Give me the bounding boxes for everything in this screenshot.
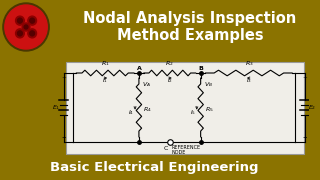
Circle shape <box>24 25 28 29</box>
Circle shape <box>18 18 22 23</box>
Text: $E_1$: $E_1$ <box>52 103 61 112</box>
Circle shape <box>5 5 47 49</box>
Circle shape <box>16 16 24 25</box>
Text: $V_B$: $V_B$ <box>204 81 212 89</box>
Text: $R_4$: $R_4$ <box>143 105 152 114</box>
Text: Nodal Analysis Inspection: Nodal Analysis Inspection <box>84 10 297 26</box>
Text: +: + <box>302 75 307 80</box>
Text: NODE: NODE <box>172 150 186 155</box>
Circle shape <box>3 3 49 51</box>
Text: $R_3$: $R_3$ <box>244 59 253 68</box>
Circle shape <box>28 16 36 25</box>
Text: C: C <box>164 146 168 151</box>
Text: Basic Electrical Engineering: Basic Electrical Engineering <box>50 161 259 174</box>
Circle shape <box>18 31 22 36</box>
FancyBboxPatch shape <box>66 62 304 154</box>
Text: $I_1$: $I_1$ <box>102 76 108 86</box>
Circle shape <box>30 18 35 23</box>
Text: −: − <box>61 134 66 140</box>
Text: Method Examples: Method Examples <box>117 28 263 42</box>
Text: $R_5$: $R_5$ <box>204 105 213 114</box>
Text: B: B <box>198 66 203 71</box>
Text: −: − <box>302 134 307 140</box>
Text: +: + <box>61 75 66 80</box>
Circle shape <box>30 31 35 36</box>
Text: $I_5$: $I_5$ <box>190 108 196 117</box>
Text: $I_4$: $I_4$ <box>128 108 134 117</box>
Text: A: A <box>136 66 141 71</box>
Text: $R_2$: $R_2$ <box>165 59 174 68</box>
Text: $E_2$: $E_2$ <box>308 103 316 112</box>
Text: REFERENCE: REFERENCE <box>172 145 201 150</box>
Circle shape <box>28 29 36 38</box>
Text: $R_1$: $R_1$ <box>101 59 109 68</box>
Text: $I_2$: $I_2$ <box>167 76 173 86</box>
Text: $V_A$: $V_A$ <box>142 81 151 89</box>
Circle shape <box>22 23 30 31</box>
Circle shape <box>16 29 24 38</box>
Text: $I_3$: $I_3$ <box>246 76 252 86</box>
